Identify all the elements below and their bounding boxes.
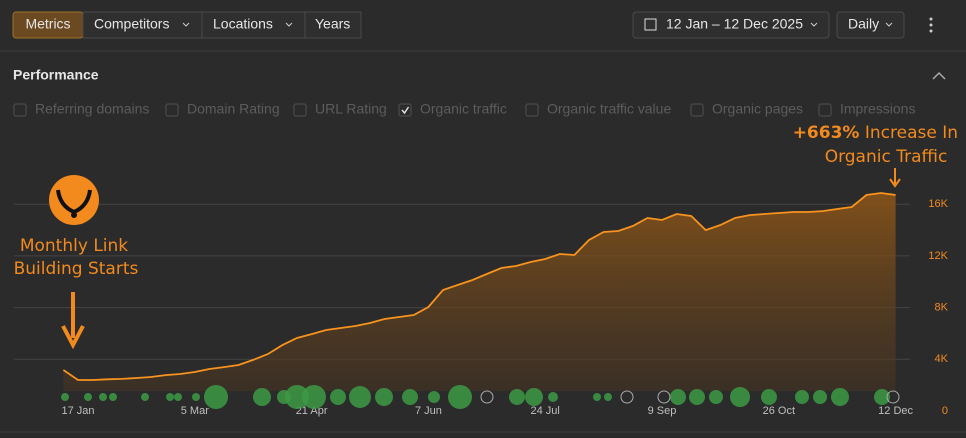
plot: 0 4K 8K 12K 16K 17 Jan 5 Mar 21 Apr 7 Jun 24 Jul 9… [14,192,949,417]
laurel-icon [49,175,99,225]
checkbox[interactable] [398,103,412,117]
tab-button[interactable] [82,11,203,39]
annotation: +663% Increase In [793,123,958,143]
checkbox-label[interactable]: Referring domains [35,101,149,117]
more-menu[interactable] [929,17,933,33]
tab-label[interactable]: Years [315,16,350,32]
y-tick-label: 12K [928,250,948,262]
date-button[interactable] [632,11,830,39]
checkbox-label[interactable]: Impressions [840,101,915,117]
x-tick-label: 21 Apr [296,405,328,417]
granularity-button[interactable] [836,11,905,39]
event-bubbles [61,385,900,409]
chevron [285,22,293,27]
checkbox-label[interactable]: Domain Rating [187,101,280,117]
checkbox-label[interactable]: URL Rating [315,101,387,117]
checkbox[interactable] [293,103,307,117]
x-tick-label: 9 Sep [648,405,677,417]
checkbox-label[interactable]: Organic pages [712,101,803,117]
x-tick-label: 17 Jan [61,405,94,417]
y-tick-label: 8K [935,302,949,314]
metric-checkboxes: Referring domains Domain Rating URL Rating… [13,101,915,117]
tab-button[interactable] [304,11,362,39]
arrow [61,292,85,350]
chevron [885,22,893,27]
annotation-text: Increase In [865,123,958,143]
x-tick-label: 26 Oct [763,405,795,417]
area-fill [63,193,896,391]
chevron [182,22,190,27]
checkbox-label[interactable]: Organic traffic value [547,101,671,117]
checkbox[interactable] [818,103,832,117]
collapse-icon[interactable] [932,71,946,80]
checkbox[interactable] [165,103,179,117]
x-tick-label: 12 Dec [878,405,913,417]
panel-title: Performance [13,67,99,83]
granularity[interactable]: Daily [848,16,879,32]
tab-label[interactable]: Metrics [25,16,70,32]
annotation: Organic Traffic [825,147,948,167]
annotation: Building Starts [14,259,139,279]
annotation: Monthly Link [20,236,128,256]
annotation-value: +663% [793,123,860,143]
checkbox[interactable] [13,103,27,117]
tab-label[interactable]: Locations [213,16,273,32]
calendar-icon [644,18,657,31]
arrow [889,168,901,188]
date-range[interactable]: 12 Jan – 12 Dec 2025 [666,16,803,32]
checkbox[interactable] [690,103,704,117]
tab-label[interactable]: Competitors [94,16,169,32]
x-tick-label: 24 Jul [531,405,560,417]
toolbar: Metrics Competitors Locations Years 12 J… [12,11,933,39]
x-tick-label: 7 Jun [415,405,442,417]
checkmark [401,106,410,115]
line [62,192,896,381]
y-tick-label: 0 [942,405,948,417]
y-tick-label: 4K [935,353,949,365]
chevron [810,22,818,27]
y-tick-label: 16K [928,198,948,210]
checkbox[interactable] [525,103,539,117]
x-tick-label: 5 Mar [181,405,209,417]
checkbox-label[interactable]: Organic traffic [420,101,507,117]
